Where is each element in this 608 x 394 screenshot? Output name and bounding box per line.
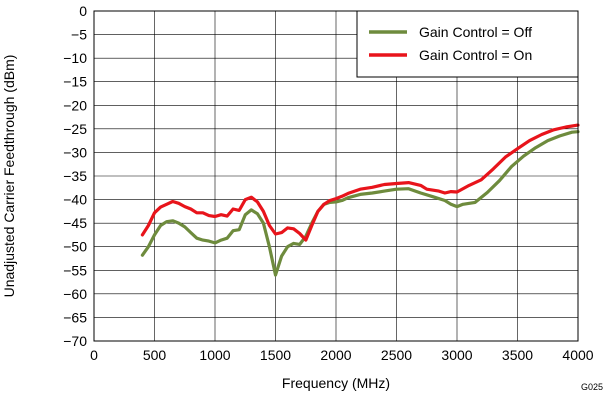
x-tick-label: 1500 bbox=[260, 347, 291, 363]
x-tick-label: 500 bbox=[143, 347, 167, 363]
y-tick-label: −20 bbox=[63, 97, 87, 113]
y-tick-label: −15 bbox=[63, 74, 87, 90]
plot-frame bbox=[93, 10, 579, 342]
y-tick-label: −35 bbox=[63, 168, 87, 184]
y-tick-label: −10 bbox=[63, 50, 87, 66]
x-tick-label: 3000 bbox=[441, 347, 472, 363]
x-axis-label: Frequency (MHz) bbox=[282, 375, 390, 391]
y-tick-label: −5 bbox=[71, 27, 87, 43]
x-tick-label: 3500 bbox=[502, 347, 533, 363]
x-tick-label: 2000 bbox=[320, 347, 351, 363]
y-tick-label: −30 bbox=[63, 144, 87, 160]
y-tick-label: −50 bbox=[63, 239, 87, 255]
legend-box bbox=[356, 10, 579, 78]
figure-id: G025 bbox=[581, 382, 603, 392]
x-tick-label: 0 bbox=[90, 347, 98, 363]
y-tick-label: 0 bbox=[79, 3, 87, 19]
y-tick-label: −40 bbox=[63, 192, 87, 208]
legend: Gain Control = Off Gain Control = On bbox=[356, 10, 579, 78]
x-tick-label: 4000 bbox=[562, 347, 593, 363]
x-tick-labels: 0 500 1000 1500 2000 2500 3000 3500 4000 bbox=[90, 347, 594, 363]
legend-label-on: Gain Control = On bbox=[419, 47, 532, 63]
y-tick-label: −70 bbox=[63, 333, 87, 349]
y-axis-label: Unadjusted Carrier Feedthrough (dBm) bbox=[1, 55, 17, 298]
y-tick-label: −45 bbox=[63, 215, 87, 231]
series-line-gain-on bbox=[140, 123, 580, 242]
x-tick-label: 1000 bbox=[199, 347, 230, 363]
series-layer bbox=[140, 123, 580, 277]
y-tick-labels: 0 −5 −10 −15 −20 −25 −30 −35 −40 −45 −50 −55 −60 −65 −… bbox=[63, 3, 87, 349]
x-tick-label: 2500 bbox=[381, 347, 412, 363]
y-tick-label: −25 bbox=[63, 121, 87, 137]
y-tick-label: −60 bbox=[63, 286, 87, 302]
legend-label-off: Gain Control = Off bbox=[419, 24, 532, 40]
y-tick-label: −55 bbox=[63, 262, 87, 278]
y-tick-label: −65 bbox=[63, 309, 87, 325]
